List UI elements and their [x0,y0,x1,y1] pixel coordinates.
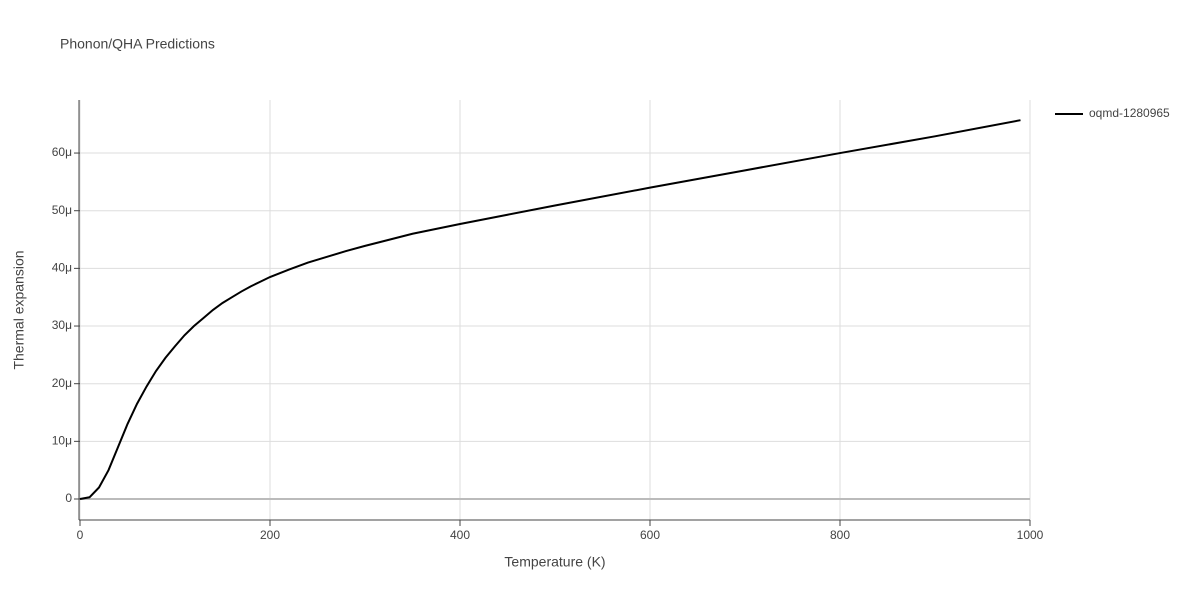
y-tick-label: 10μ [52,434,72,448]
y-tick-label: 50μ [52,203,72,217]
x-tick-label: 800 [830,528,850,542]
y-tick-label: 40μ [52,261,72,275]
x-tick-label: 600 [640,528,660,542]
x-tick-label: 1000 [1017,528,1044,542]
x-tick-label: 400 [450,528,470,542]
x-tick-label: 0 [77,528,84,542]
data-line [79,119,1021,500]
chart-title: Phonon/QHA Predictions [60,36,215,52]
y-tick-label: 20μ [52,376,72,390]
legend-label: oqmd-1280965 [1089,106,1170,120]
x-tick-label: 200 [260,528,280,542]
x-axis-title: Temperature (K) [504,554,605,570]
y-axis-title: Thermal expansion [11,250,27,369]
y-tick-label: 30μ [52,318,72,332]
y-tick-label: 0 [65,491,72,505]
y-tick-label: 60μ [52,145,72,159]
